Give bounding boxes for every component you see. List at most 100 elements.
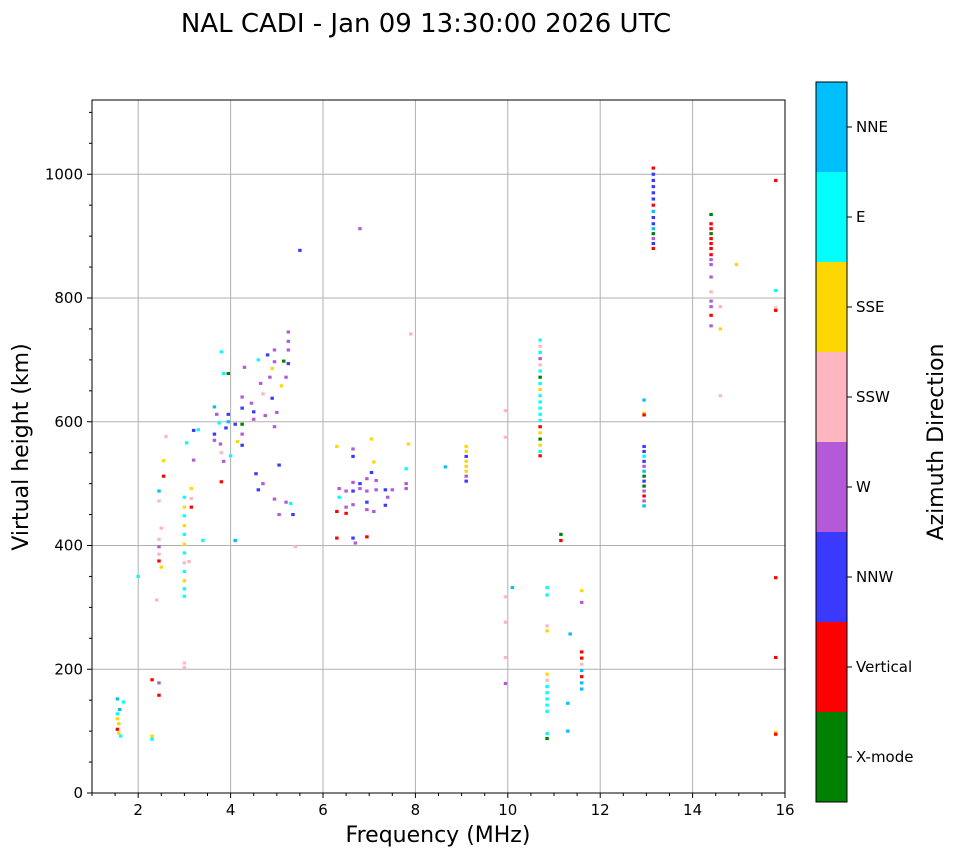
data-point [651, 237, 656, 241]
data-point [221, 371, 226, 376]
data-point [189, 496, 194, 501]
data-point [212, 432, 217, 436]
data-point [538, 431, 542, 435]
data-point [337, 487, 341, 491]
data-point [272, 497, 277, 501]
data-point [351, 489, 355, 493]
data-point [182, 551, 187, 555]
colorbar: X-mode Vertical NNW W SSW SSE E NNE [815, 81, 913, 803]
colorbar-tick-label: NNE [856, 118, 888, 136]
data-point [284, 500, 288, 504]
data-point [579, 650, 584, 654]
data-point [272, 348, 277, 352]
data-point [538, 400, 542, 404]
colorbar-label: Azimuth Direction [924, 343, 949, 540]
data-point [774, 178, 778, 182]
data-point [709, 227, 713, 231]
data-point [709, 242, 713, 246]
plot-frame [91, 99, 786, 794]
y-tick-label: 200 [54, 660, 83, 678]
data-point [651, 166, 656, 170]
data-point [709, 299, 713, 303]
data-point [404, 467, 408, 471]
data-point [559, 532, 563, 536]
data-point [279, 384, 284, 388]
data-point [538, 425, 542, 429]
data-point [240, 422, 244, 426]
data-point [242, 365, 247, 369]
data-point [298, 248, 302, 252]
data-point [286, 330, 291, 334]
data-point [240, 395, 244, 399]
data-point [545, 672, 549, 676]
data-point [157, 545, 161, 549]
data-point [293, 545, 298, 549]
colorbar-tick-label: Vertical [856, 658, 912, 676]
data-point [224, 426, 228, 430]
data-point [335, 444, 339, 449]
data-point [642, 464, 646, 468]
data-point [651, 209, 656, 213]
data-point [226, 420, 231, 424]
data-point [286, 362, 291, 366]
data-point [335, 509, 339, 514]
colorbar-segment [816, 352, 847, 442]
colorbar-segment [816, 622, 847, 712]
data-point [538, 443, 542, 447]
data-point [256, 358, 261, 362]
data-point [351, 454, 355, 458]
data-point [642, 499, 646, 503]
data-point [404, 487, 408, 491]
y-tick-label: 0 [73, 784, 83, 802]
data-point [372, 509, 376, 514]
data-point [219, 451, 224, 455]
data-point [182, 561, 187, 565]
data-point [464, 479, 468, 483]
data-point [219, 350, 224, 354]
data-point [538, 363, 542, 367]
data-point [503, 595, 508, 599]
data-point [651, 197, 656, 201]
data-point [154, 598, 159, 602]
data-point [265, 353, 270, 357]
data-point [157, 537, 161, 541]
data-point [365, 508, 369, 512]
y-tick-label: 1000 [45, 165, 83, 183]
data-point [642, 413, 646, 417]
data-point [642, 504, 646, 508]
data-point [651, 242, 656, 246]
data-point [734, 263, 739, 267]
data-point [579, 662, 584, 666]
colorbar-segment [816, 442, 847, 532]
data-point [464, 449, 468, 453]
data-point [258, 381, 263, 385]
data-point [579, 687, 584, 691]
data-point [709, 324, 713, 328]
colorbar-tick-label: E [856, 208, 865, 226]
data-point [115, 727, 120, 731]
data-point [369, 470, 374, 475]
data-point [272, 425, 277, 429]
colorbar-segment [816, 172, 847, 262]
data-point [196, 428, 200, 432]
data-point [538, 357, 542, 361]
data-point [182, 495, 187, 499]
data-point [383, 503, 388, 507]
data-point [182, 542, 187, 546]
data-point [545, 678, 549, 682]
x-tick-label: 14 [683, 801, 702, 819]
data-point [182, 579, 187, 583]
data-point [390, 488, 395, 492]
data-point [774, 576, 778, 580]
axis-ticks: 2 4 6 8 10 12 14 16 0 200 400 600 800 1000 [45, 111, 795, 819]
data-point [545, 697, 549, 701]
data-point [251, 410, 256, 414]
data-point [117, 731, 121, 735]
data-point [651, 191, 656, 195]
data-point [383, 488, 388, 492]
data-point [270, 366, 274, 371]
data-point [642, 484, 646, 488]
data-point [510, 586, 515, 590]
data-point [115, 712, 120, 716]
data-point [545, 703, 549, 707]
